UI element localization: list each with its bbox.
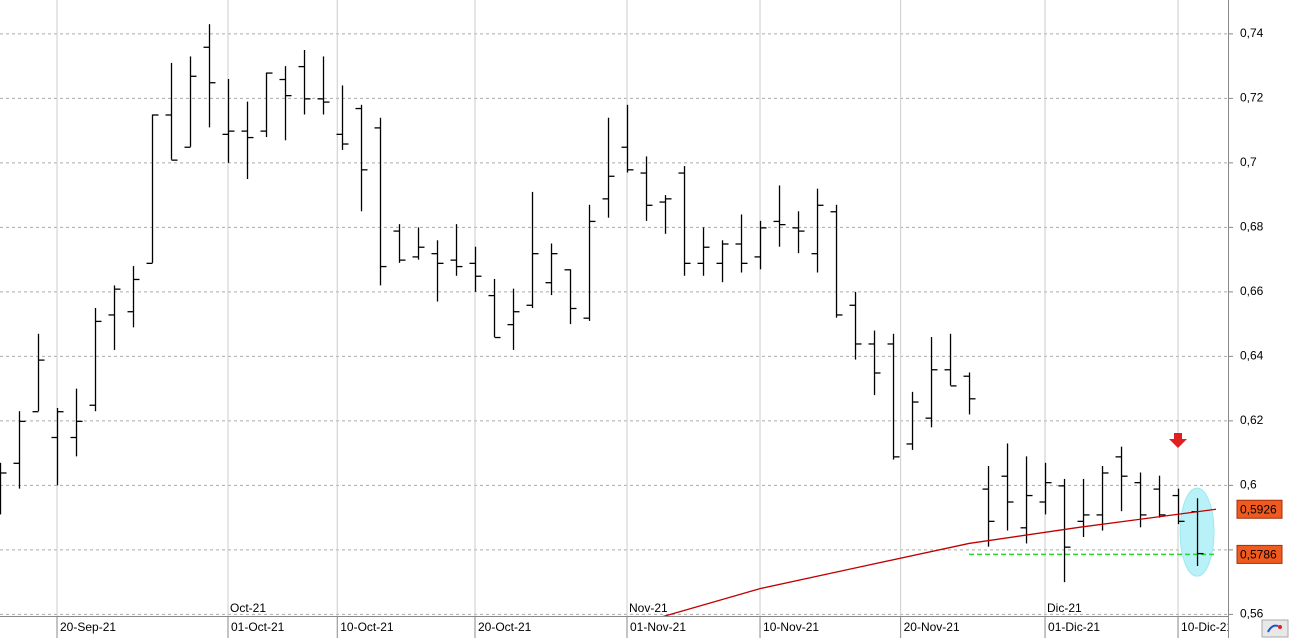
- x-tick-label: 01-Dic-21: [1048, 620, 1100, 634]
- x-tick-label: 20-Oct-21: [478, 620, 532, 634]
- y-tick-label: 0,56: [1240, 607, 1264, 621]
- price-label: 0,5926: [1240, 502, 1277, 516]
- price-label-box: [1236, 499, 1283, 519]
- price-label: 0,5786: [1240, 548, 1277, 562]
- month-label: Dic-21: [1047, 601, 1082, 615]
- x-tick-label: 10-Oct-21: [340, 620, 394, 634]
- signal-arrow: [1169, 433, 1187, 448]
- y-tick-label: 0,64: [1240, 349, 1264, 363]
- x-tick-label: 01-Oct-21: [231, 620, 285, 634]
- price-label-box: [1236, 544, 1283, 564]
- y-tick-label: 0,62: [1240, 413, 1264, 427]
- y-tick-label: 0,66: [1240, 284, 1264, 298]
- y-tick-label: 0,74: [1240, 26, 1264, 40]
- x-tick-label: 10-Dic-21: [1181, 620, 1233, 634]
- y-tick-label: 0,6: [1240, 478, 1257, 492]
- x-axis: 20-Sep-21 01-Oct-21 10-Oct-21 20-Oct-21 01-N…: [56, 616, 1233, 638]
- month-label: Oct-21: [230, 601, 266, 615]
- x-tick-label: 20-Sep-21: [60, 620, 116, 634]
- month-label: Nov-21: [629, 601, 668, 615]
- y-tick-label: 0,68: [1240, 220, 1264, 234]
- overlays-front: Oct-21 Nov-21 Dic-21: [230, 508, 1217, 616]
- x-tick-label: 01-Nov-21: [630, 620, 686, 634]
- x-tick-label: 20-Nov-21: [904, 620, 960, 634]
- bars: [0, 24, 1204, 583]
- moving-average: [662, 508, 1217, 616]
- y-tick-label: 0,72: [1240, 91, 1264, 105]
- y-tick-label: 0,7: [1240, 155, 1257, 169]
- corner-icon: [1261, 619, 1289, 638]
- x-tick-label: 10-Nov-21: [763, 620, 819, 634]
- grid: [0, 0, 1228, 616]
- y-axis: 0,56 0,6 0,62 0,64 0,66 0,68 0,7 0,72 0,74 0,5926…: [1228, 26, 1283, 621]
